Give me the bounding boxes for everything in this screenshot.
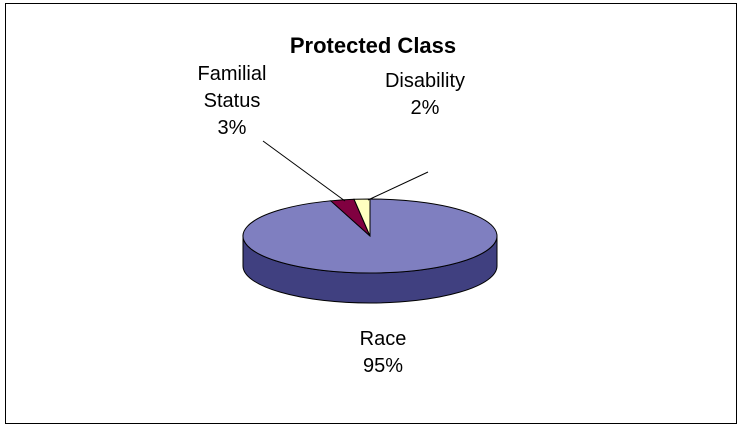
category-label: Familial Status xyxy=(197,63,267,112)
chart-title: Protected Class xyxy=(290,33,456,58)
value-label: 95% xyxy=(362,355,404,377)
category-label: Race xyxy=(359,328,407,350)
data-label: Disability 2% xyxy=(355,68,495,122)
data-label: Race 95% xyxy=(323,326,443,380)
leader-line xyxy=(367,171,429,201)
data-label: Familial Status 3% xyxy=(182,61,282,142)
leader-line xyxy=(262,140,346,202)
value-label: 3% xyxy=(217,117,247,139)
category-label: Disability xyxy=(384,70,466,92)
value-label: 2% xyxy=(410,97,440,119)
